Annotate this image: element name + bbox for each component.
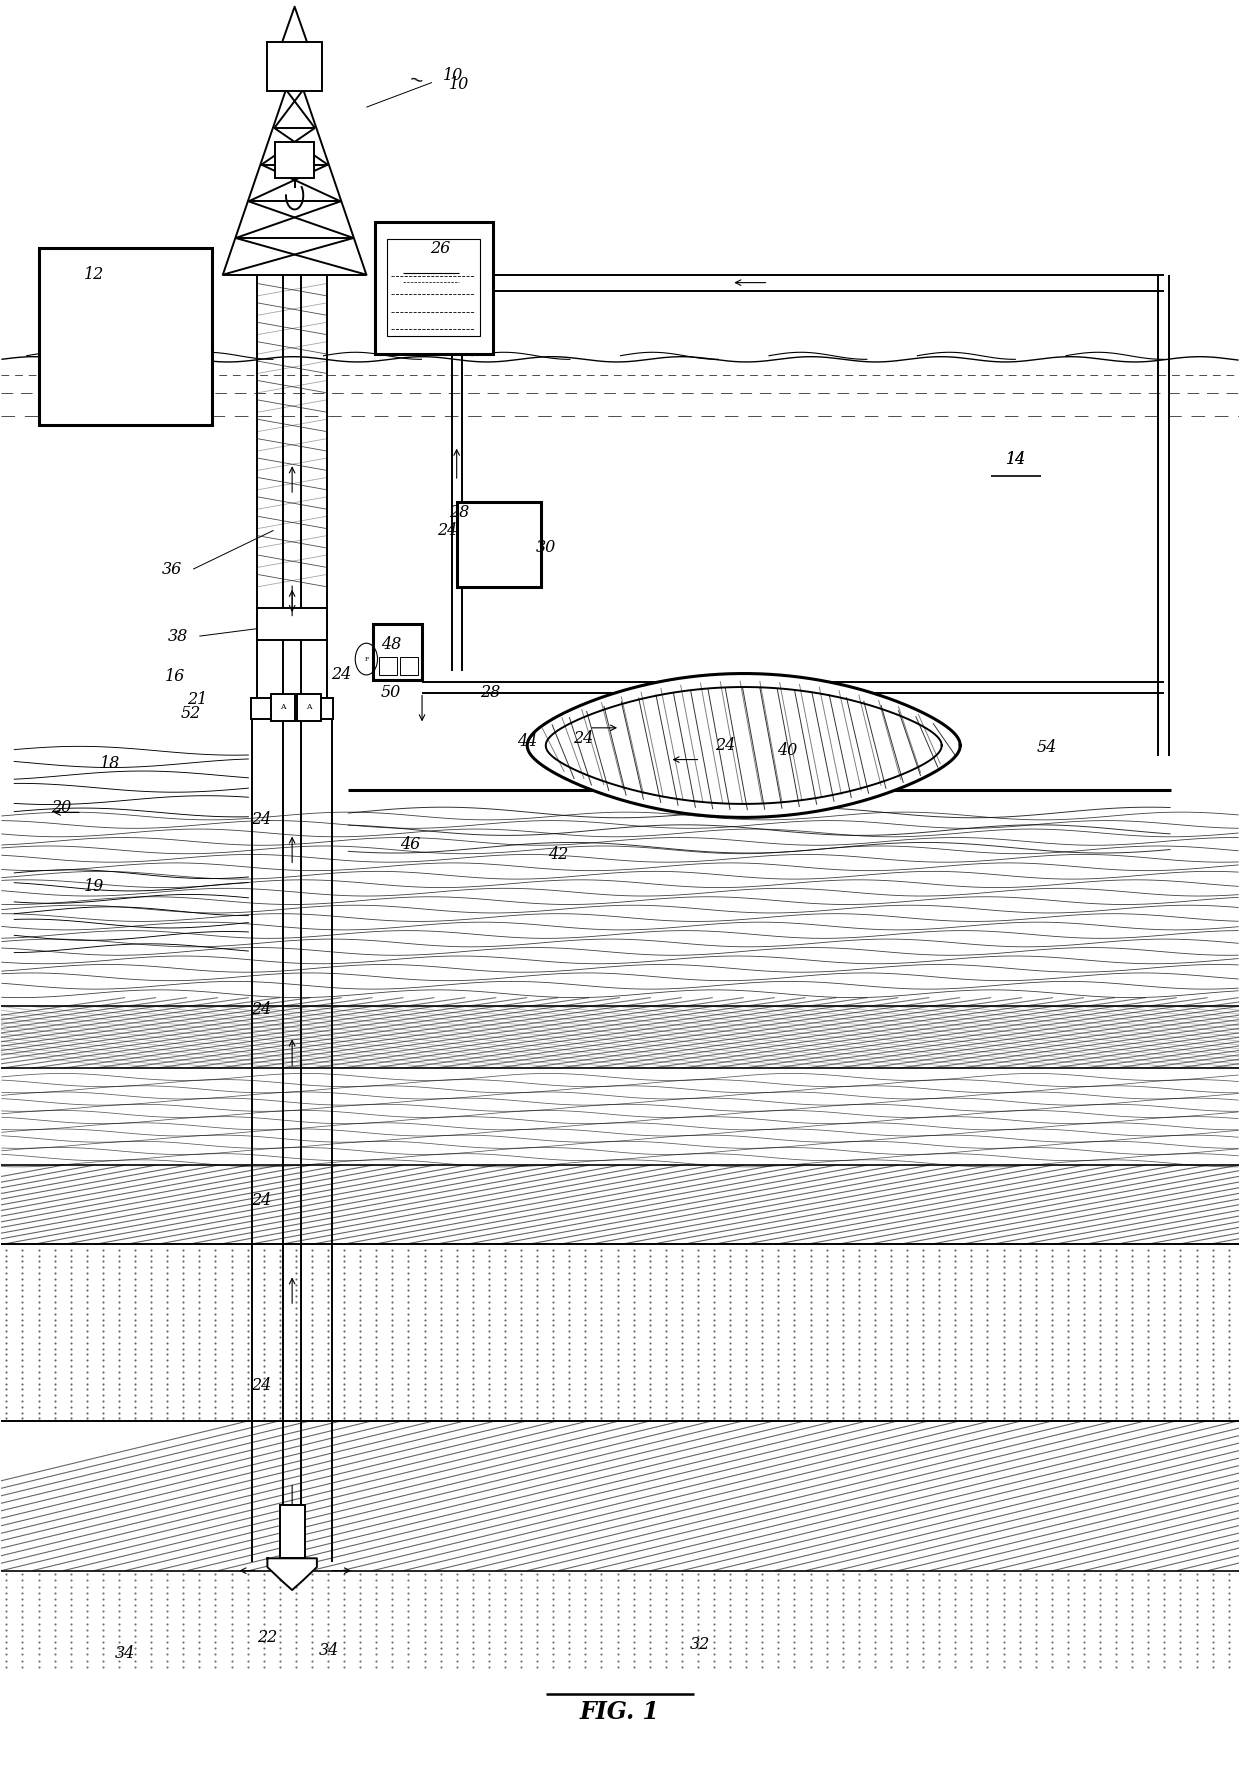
- Text: FIG. 1: FIG. 1: [580, 1699, 660, 1724]
- Bar: [38, 249, 212, 424]
- Text: 24: 24: [715, 736, 735, 754]
- Text: 14: 14: [1006, 452, 1025, 468]
- Text: 42: 42: [548, 846, 568, 864]
- Text: 20: 20: [51, 798, 71, 816]
- Text: 24: 24: [573, 729, 593, 747]
- Text: 50: 50: [381, 683, 402, 701]
- Bar: [272, 694, 295, 721]
- Text: 28: 28: [480, 683, 500, 701]
- Text: 24: 24: [331, 666, 352, 683]
- Text: 19: 19: [84, 878, 104, 895]
- Bar: [298, 694, 321, 721]
- Text: 10: 10: [443, 67, 463, 85]
- Bar: [252, 698, 334, 719]
- Text: 34: 34: [319, 1642, 340, 1658]
- Text: 24: 24: [436, 523, 456, 539]
- Text: 24: 24: [250, 1001, 272, 1019]
- Text: 30: 30: [536, 539, 556, 556]
- Text: 36: 36: [162, 560, 182, 577]
- Text: A: A: [306, 703, 311, 710]
- Text: 18: 18: [100, 754, 120, 772]
- Text: 32: 32: [691, 1637, 711, 1653]
- Text: 24: 24: [250, 1192, 272, 1210]
- Bar: [378, 657, 397, 675]
- Text: 34: 34: [115, 1644, 135, 1662]
- Bar: [374, 223, 492, 353]
- Text: 52: 52: [181, 705, 201, 722]
- Text: 10: 10: [449, 76, 469, 94]
- Text: 26: 26: [430, 240, 450, 256]
- Bar: [372, 623, 422, 680]
- Text: F: F: [365, 657, 368, 662]
- Polygon shape: [527, 673, 960, 818]
- Text: 48: 48: [381, 636, 402, 653]
- Text: 16: 16: [165, 668, 185, 685]
- Text: 46: 46: [399, 835, 420, 853]
- Text: 21: 21: [187, 691, 207, 708]
- Bar: [268, 42, 322, 92]
- Text: 54: 54: [1037, 738, 1056, 756]
- Polygon shape: [268, 1558, 317, 1589]
- Bar: [275, 143, 315, 178]
- Bar: [258, 608, 327, 639]
- Bar: [280, 1505, 305, 1558]
- Text: 12: 12: [84, 267, 104, 283]
- Bar: [399, 657, 418, 675]
- Text: A: A: [280, 703, 285, 710]
- Text: 24: 24: [250, 811, 272, 828]
- Bar: [387, 240, 480, 336]
- Text: 44: 44: [517, 733, 537, 751]
- Text: 38: 38: [169, 627, 188, 645]
- Text: 22: 22: [257, 1630, 278, 1646]
- Text: 40: 40: [777, 742, 797, 759]
- Text: 14: 14: [1006, 452, 1025, 468]
- Bar: [456, 502, 541, 586]
- Text: 28: 28: [449, 505, 469, 521]
- Text: ~: ~: [407, 71, 425, 92]
- Text: 24: 24: [250, 1377, 272, 1393]
